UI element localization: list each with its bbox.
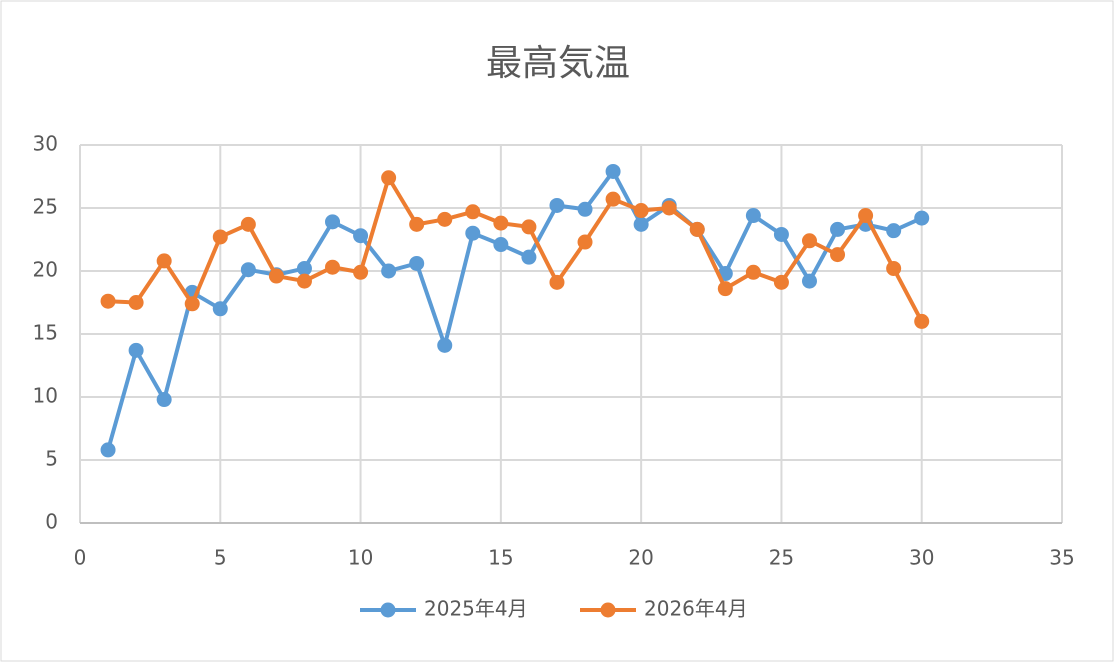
- data-point: [886, 223, 902, 239]
- data-point: [353, 228, 369, 244]
- data-point: [577, 234, 593, 250]
- data-point: [633, 216, 649, 232]
- data-point: [773, 274, 789, 290]
- y-tick-label: 15: [33, 321, 58, 345]
- x-tick-label: 15: [488, 546, 513, 570]
- data-point: [830, 221, 846, 237]
- data-point: [661, 200, 677, 216]
- data-point: [325, 214, 341, 230]
- data-point: [381, 170, 397, 186]
- data-point: [745, 264, 761, 280]
- data-point: [801, 273, 817, 289]
- data-point: [605, 191, 621, 207]
- data-point: [296, 260, 312, 276]
- data-point: [100, 293, 116, 309]
- data-point: [549, 197, 565, 213]
- data-point: [633, 203, 649, 219]
- data-point: [689, 221, 705, 237]
- data-point: [437, 211, 453, 227]
- y-tick-label: 0: [45, 510, 58, 534]
- data-point: [325, 259, 341, 275]
- data-point: [128, 295, 144, 310]
- data-point: [521, 219, 537, 235]
- y-tick-label: 25: [33, 195, 58, 219]
- data-point: [914, 210, 930, 226]
- data-point: [914, 313, 930, 329]
- data-point: [296, 273, 312, 289]
- data-point: [240, 262, 256, 278]
- data-point: [830, 247, 846, 263]
- data-point: [605, 163, 621, 179]
- data-point: [465, 225, 481, 241]
- legend-label: 2026年4月: [644, 597, 748, 621]
- x-tick-label: 10: [348, 546, 373, 570]
- data-point: [549, 274, 565, 290]
- y-tick-label: 10: [33, 384, 58, 408]
- data-point: [381, 263, 397, 279]
- chart-title: 最高気温: [486, 43, 630, 84]
- legend-label: 2025年4月: [424, 597, 528, 621]
- data-point: [184, 296, 200, 312]
- data-point: [437, 337, 453, 353]
- series-line: [106, 169, 923, 451]
- data-point: [156, 392, 172, 408]
- data-point: [212, 301, 228, 317]
- x-tick-label: 0: [74, 546, 87, 570]
- data-point: [156, 253, 172, 269]
- data-point: [493, 237, 509, 253]
- data-point: [212, 229, 228, 245]
- data-point: [745, 208, 761, 224]
- y-tick-label: 20: [33, 258, 58, 282]
- data-point: [801, 233, 817, 249]
- data-point: [128, 342, 144, 358]
- x-tick-label: 35: [1049, 546, 1074, 570]
- data-point: [886, 260, 902, 276]
- data-point: [465, 204, 481, 220]
- y-tick-label: 30: [33, 132, 58, 156]
- data-point: [717, 281, 733, 297]
- x-tick-label: 25: [769, 546, 794, 570]
- y-tick-label: 5: [45, 447, 58, 471]
- legend-marker: [380, 602, 396, 618]
- data-point: [858, 208, 874, 224]
- data-point: [409, 255, 425, 271]
- x-tick-label: 20: [628, 546, 653, 570]
- x-tick-label: 5: [214, 546, 227, 570]
- data-point: [521, 249, 537, 265]
- data-point: [100, 442, 116, 458]
- data-point: [493, 215, 509, 231]
- data-point: [577, 201, 593, 217]
- x-tick-label: 30: [909, 546, 934, 570]
- data-point: [773, 226, 789, 242]
- data-point: [353, 264, 369, 280]
- data-point: [409, 216, 425, 232]
- data-point: [268, 268, 284, 284]
- legend-marker: [600, 602, 616, 618]
- data-point: [240, 216, 256, 232]
